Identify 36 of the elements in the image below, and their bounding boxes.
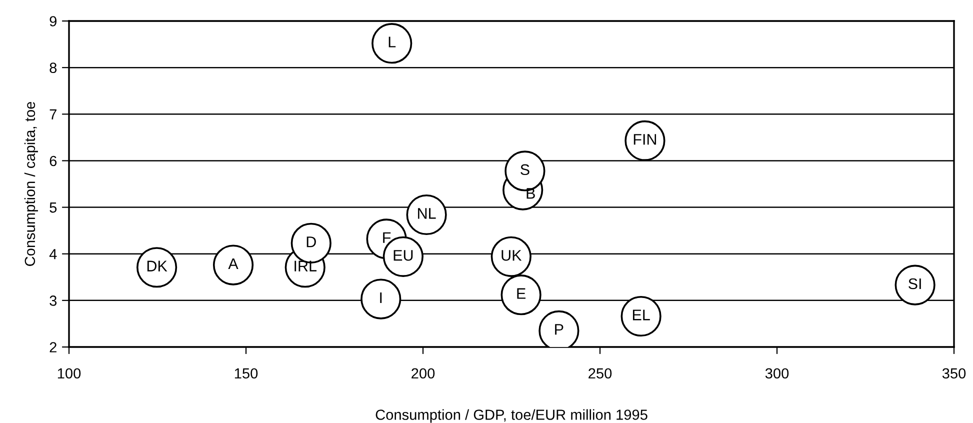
point <box>500 274 542 316</box>
annotation: FIN <box>634 134 656 145</box>
point <box>212 244 254 286</box>
annotation: EU <box>394 250 413 261</box>
annotation: UK <box>502 250 522 261</box>
point <box>360 278 402 320</box>
annotation: SI <box>908 278 921 290</box>
y-tick-label: 4 <box>49 249 57 260</box>
y-tick-label: 8 <box>50 62 57 73</box>
annotation: F <box>383 232 391 243</box>
annotation: EL <box>632 310 650 320</box>
annotation: DK <box>147 260 168 272</box>
y-tick-label: 6 <box>50 156 57 166</box>
y-tick-label: 2 <box>50 342 56 352</box>
annotation: E <box>517 288 526 299</box>
y-axis-title: Consumption / capita, toe <box>24 102 38 266</box>
x-tick-label: 100 <box>58 368 81 379</box>
annotation: A <box>228 258 238 269</box>
annotation: P <box>555 324 564 335</box>
point <box>894 264 936 306</box>
annotation: L <box>388 36 396 48</box>
x-tick-label: 350 <box>942 368 966 379</box>
y-tick-label: 7 <box>50 109 56 120</box>
x-tick-label: 150 <box>234 368 258 379</box>
y-tick-label: 5 <box>50 202 57 213</box>
point <box>372 23 412 64</box>
x-tick-label: 200 <box>412 368 435 379</box>
y-tick-label: 9 <box>50 16 57 26</box>
annotation: NL <box>418 208 436 219</box>
x-tick-label: 250 <box>588 368 612 379</box>
annotation: D <box>306 236 316 248</box>
annotation: I <box>380 292 382 303</box>
x-tick-label: 300 <box>765 368 789 379</box>
annotation: S <box>520 164 530 176</box>
x-axis-title: Consumption / GDP, toe/EUR million 1995 <box>376 409 648 423</box>
y-tick-label: 3 <box>50 296 57 306</box>
